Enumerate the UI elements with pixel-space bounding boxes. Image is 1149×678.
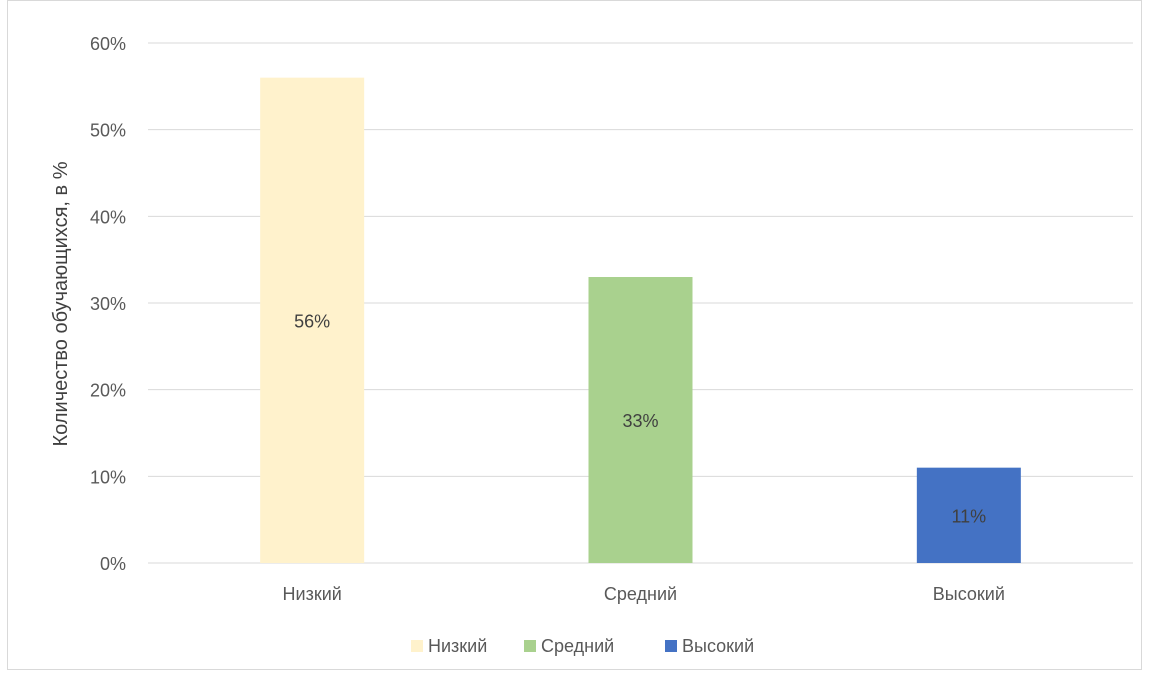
legend-label: Средний <box>541 636 614 656</box>
y-axis-ticks: 0% 10% 20% 30% 40% 50% 60% <box>90 34 126 574</box>
y-tick-label: 60% <box>90 34 126 54</box>
data-label: 33% <box>622 411 658 431</box>
legend: Низкий Средний Высокий <box>411 636 754 656</box>
y-tick-label: 20% <box>90 381 126 401</box>
bar-2 <box>588 277 693 563</box>
legend-label: Низкий <box>428 636 487 656</box>
legend-swatch <box>665 640 677 652</box>
y-tick-label: 40% <box>90 207 126 227</box>
x-tick-label: Высокий <box>933 584 1005 604</box>
y-tick-label: 10% <box>90 467 126 487</box>
data-labels: 56% 33% 11% <box>294 311 986 526</box>
bars <box>260 77 1021 564</box>
x-tick-label: Низкий <box>283 584 342 604</box>
x-tick-label: Средний <box>604 584 677 604</box>
data-label: 11% <box>951 506 986 526</box>
y-tick-label: 0% <box>100 554 126 574</box>
legend-swatch <box>524 640 536 652</box>
data-label: 56% <box>294 311 330 331</box>
bar-3 <box>916 467 1021 563</box>
legend-swatch <box>411 640 423 652</box>
y-tick-label: 50% <box>90 121 126 141</box>
y-tick-label: 30% <box>90 294 126 314</box>
x-axis-ticks: Низкий Средний Высокий <box>283 584 1005 604</box>
y-axis-label: Количество обучающихся, в % <box>50 161 72 446</box>
bar-1 <box>260 77 365 564</box>
legend-label: Высокий <box>682 636 754 656</box>
